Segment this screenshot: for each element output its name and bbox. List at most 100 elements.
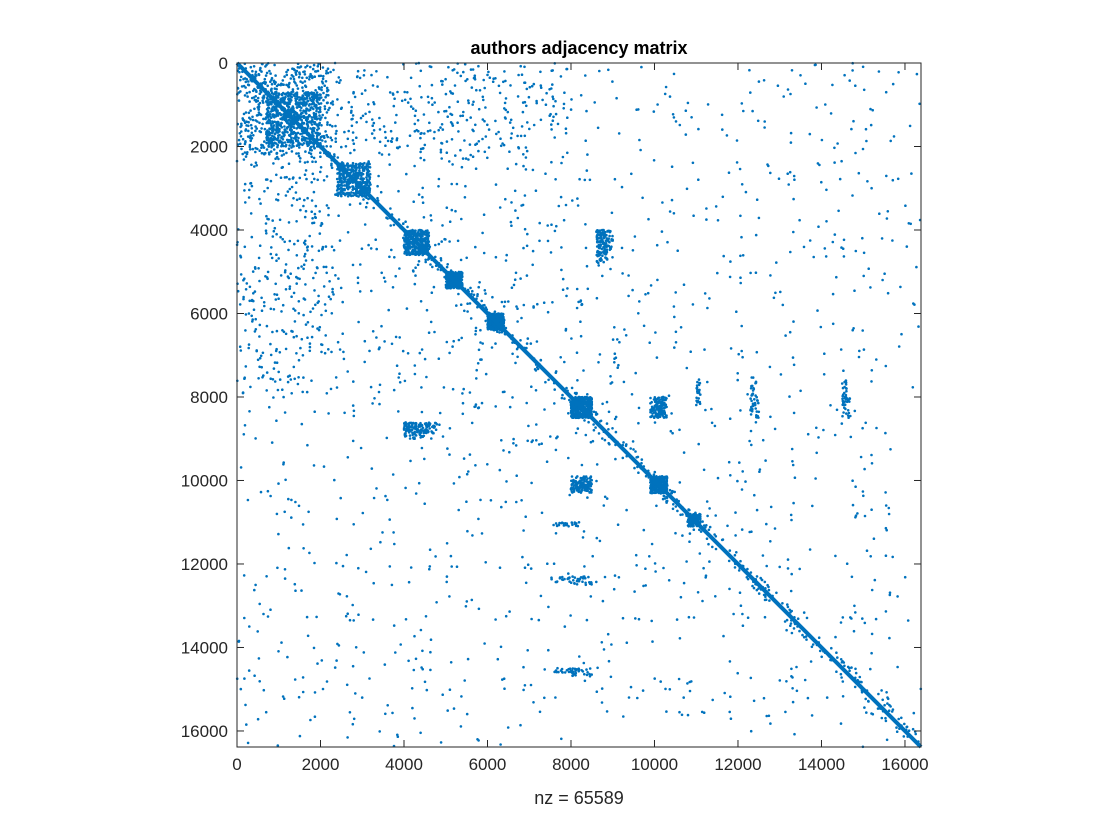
nonzero-point — [326, 121, 329, 124]
nonzero-point — [428, 121, 431, 125]
nonzero-point — [539, 118, 543, 122]
nonzero-point — [362, 74, 366, 77]
nonzero-point — [275, 122, 278, 126]
nonzero-point — [675, 618, 679, 621]
nonzero-point — [294, 191, 298, 194]
nonzero-point — [648, 555, 651, 558]
nonzero-point — [347, 101, 351, 104]
nonzero-point — [315, 109, 318, 113]
nonzero-point — [445, 151, 449, 154]
nonzero-point — [570, 483, 574, 487]
nonzero-point — [288, 140, 292, 143]
nonzero-point — [322, 285, 326, 288]
nonzero-point — [480, 401, 484, 405]
nonzero-point — [477, 140, 481, 143]
nonzero-point — [280, 121, 283, 125]
nonzero-point — [275, 347, 278, 351]
nonzero-point — [267, 114, 270, 118]
nonzero-point — [265, 148, 269, 151]
nonzero-point — [237, 138, 241, 142]
nonzero-point — [299, 132, 302, 136]
nonzero-point — [244, 313, 248, 316]
nonzero-point — [292, 132, 295, 135]
nonzero-point — [497, 84, 501, 88]
nonzero-point — [642, 528, 646, 532]
nonzero-point — [250, 184, 254, 188]
nonzero-point — [275, 361, 279, 365]
nonzero-point — [729, 474, 732, 477]
nonzero-point — [610, 245, 613, 248]
nonzero-point — [803, 678, 807, 682]
nonzero-point — [320, 124, 323, 127]
nonzero-point — [288, 187, 292, 191]
nonzero-point — [472, 129, 475, 133]
nonzero-point — [653, 397, 657, 401]
nonzero-point — [524, 168, 528, 171]
nonzero-point — [424, 430, 428, 434]
nonzero-point — [302, 263, 306, 267]
nonzero-point — [695, 403, 698, 407]
nonzero-point — [267, 142, 271, 145]
nonzero-point — [271, 330, 274, 334]
nonzero-point — [266, 84, 270, 88]
nonzero-point — [354, 164, 358, 167]
nonzero-point — [283, 92, 287, 96]
nonzero-point — [419, 228, 423, 232]
nonzero-point — [306, 99, 310, 103]
nonzero-point — [754, 407, 757, 410]
nonzero-point — [272, 148, 276, 151]
nonzero-point — [352, 164, 355, 168]
nonzero-point — [295, 254, 299, 257]
nonzero-point — [248, 90, 251, 94]
nonzero-point — [249, 134, 252, 138]
nonzero-point — [366, 168, 370, 171]
nonzero-point — [552, 104, 555, 108]
nonzero-point — [396, 146, 400, 150]
nonzero-markers — [235, 61, 923, 749]
nonzero-point — [290, 90, 293, 94]
nonzero-point — [318, 121, 322, 125]
nonzero-point — [263, 127, 267, 131]
nonzero-point — [245, 282, 249, 285]
nonzero-point — [356, 281, 360, 285]
nonzero-point — [303, 173, 307, 176]
nonzero-point — [582, 478, 586, 482]
nonzero-point — [252, 292, 255, 295]
nonzero-point — [251, 320, 254, 323]
nonzero-point — [459, 270, 463, 274]
nonzero-point — [325, 93, 329, 97]
nonzero-point — [350, 105, 354, 109]
nonzero-point — [484, 106, 487, 109]
nonzero-point — [305, 390, 309, 394]
nonzero-point — [249, 123, 253, 127]
nonzero-point — [361, 167, 365, 170]
nonzero-point — [266, 103, 270, 107]
nonzero-point — [405, 423, 408, 426]
nonzero-point — [312, 63, 316, 67]
nonzero-point — [554, 580, 558, 584]
nonzero-point — [397, 376, 401, 379]
nonzero-point — [696, 401, 699, 404]
nonzero-point — [384, 136, 388, 139]
nonzero-point — [286, 275, 290, 278]
nonzero-point — [824, 103, 827, 106]
nonzero-point — [316, 178, 320, 182]
nonzero-point — [243, 151, 247, 154]
nonzero-point — [306, 137, 310, 140]
nonzero-point — [272, 308, 276, 311]
nonzero-point — [422, 158, 426, 162]
nonzero-point — [288, 285, 292, 288]
nonzero-point — [277, 257, 281, 260]
nonzero-point — [453, 84, 457, 87]
nonzero-point — [396, 90, 399, 94]
nonzero-point — [239, 142, 242, 146]
nonzero-point — [560, 578, 564, 581]
nonzero-point — [389, 129, 393, 133]
nonzero-point — [290, 295, 293, 299]
nonzero-point — [665, 710, 668, 713]
nonzero-point — [412, 437, 416, 440]
nonzero-point — [279, 149, 282, 153]
nonzero-point — [310, 95, 314, 99]
nonzero-point — [286, 108, 290, 112]
nonzero-point — [611, 238, 614, 241]
